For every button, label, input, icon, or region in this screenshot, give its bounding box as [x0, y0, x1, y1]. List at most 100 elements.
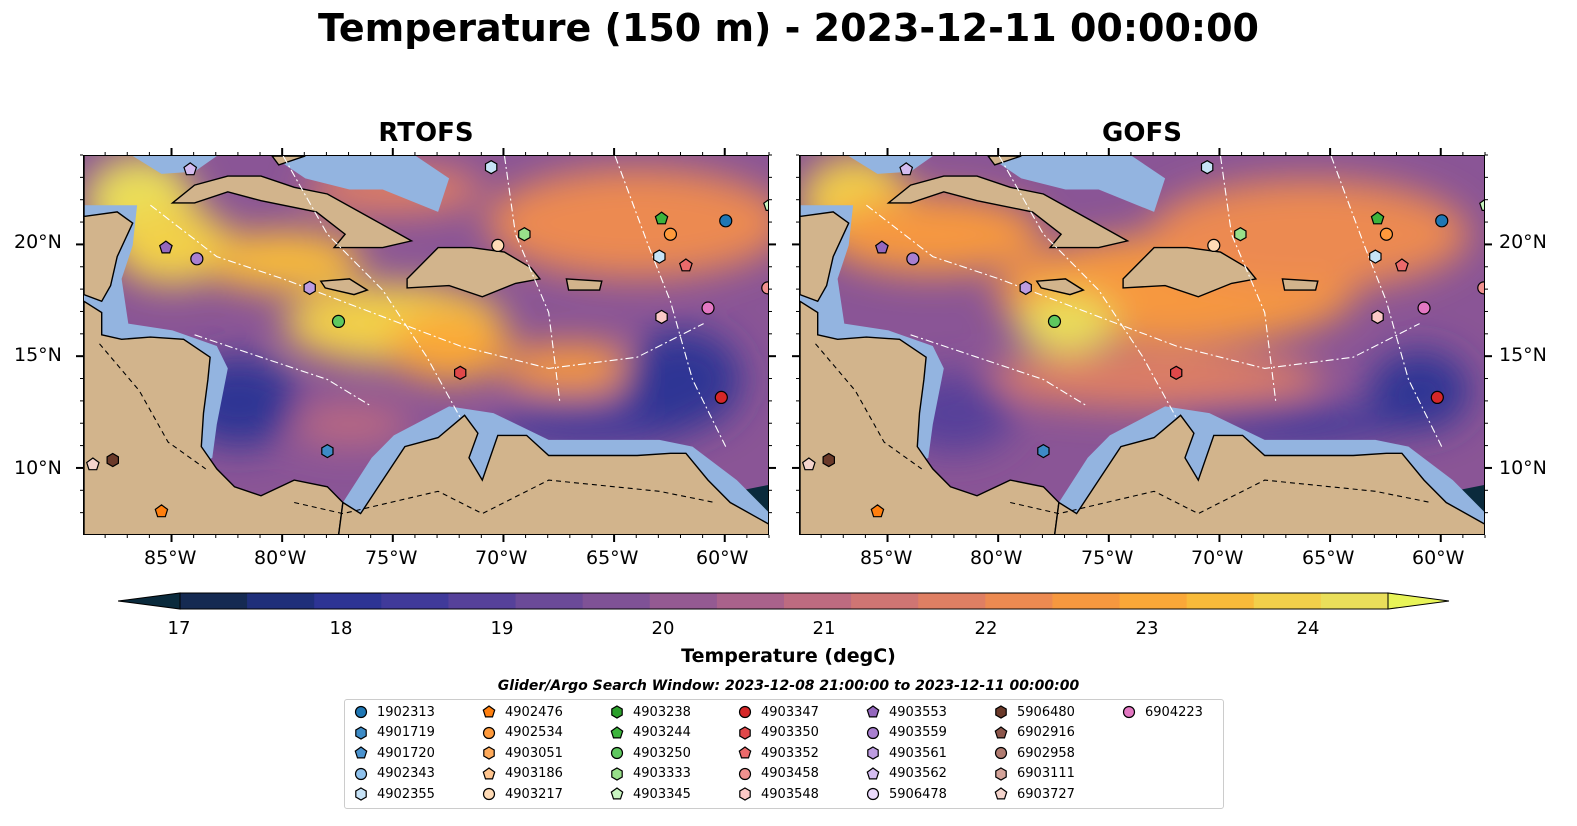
- colorbar-tick: 23: [1135, 618, 1159, 639]
- land-mass: [1054, 414, 1484, 534]
- colorbar-segment: [716, 593, 785, 609]
- country-border: [815, 343, 923, 470]
- legend-item-label: 4902343: [377, 766, 435, 782]
- legend-item-label: 6903111: [1017, 766, 1075, 782]
- float-marker: [1019, 280, 1032, 296]
- land-mass: [1281, 278, 1319, 291]
- legend-item: 4903217: [481, 786, 563, 802]
- float-marker: [1379, 227, 1394, 241]
- legend-item: 1902313: [353, 704, 435, 720]
- colorbar-segment: [1253, 593, 1322, 609]
- eez-boundary: [866, 204, 1420, 369]
- legend-item: 4903561: [865, 745, 947, 761]
- float-marker: [822, 452, 836, 468]
- float-marker: [719, 214, 733, 228]
- colorbar-label: Temperature (degC): [681, 645, 896, 667]
- colorbar-segment: [314, 593, 382, 609]
- eez-boundary: [910, 334, 1088, 407]
- float-marker: [763, 199, 768, 212]
- colorbar-tick: 24: [1296, 618, 1320, 639]
- legend-item-label: 4902534: [505, 725, 563, 741]
- legend-marker: [739, 725, 751, 740]
- hexagon-marker-icon: [611, 705, 623, 719]
- float-marker: [331, 314, 346, 329]
- country-border: [294, 479, 715, 515]
- map-panel-rtofs: [83, 155, 769, 535]
- hexagon-marker-icon: [995, 767, 1007, 781]
- land-mass: [319, 278, 369, 296]
- temperature-patch: [822, 194, 1043, 275]
- legend-item-label: 4903186: [505, 766, 563, 782]
- hexagon-marker-icon: [739, 787, 751, 802]
- eez-boundary: [998, 156, 1177, 418]
- legend-marker: [482, 767, 496, 780]
- colorbar-gradient: [117, 592, 1450, 610]
- float-marker: [518, 227, 531, 242]
- temperature-patch: [289, 404, 410, 445]
- hexagon-marker-icon: [611, 767, 623, 781]
- legend-marker: [354, 705, 368, 719]
- temperature-patch: [389, 311, 510, 381]
- hexagon-marker-icon: [995, 705, 1007, 719]
- float-marker: [1477, 281, 1484, 295]
- y-tick-label: 15°N: [14, 344, 62, 366]
- land-mass: [800, 156, 850, 303]
- float-marker: [1370, 211, 1385, 225]
- legend-item-label: 4903333: [633, 766, 691, 782]
- legend-marker: [866, 726, 880, 739]
- figure-title: Temperature (150 m) - 2023-12-11 00:00:0…: [317, 6, 1259, 50]
- circle-marker-icon: [994, 747, 1008, 760]
- legend-marker: [866, 767, 880, 780]
- x-tick-label: 75°W: [365, 547, 418, 569]
- float-marker: [1170, 365, 1183, 380]
- colorbar-tick: 17: [167, 618, 191, 639]
- legend-item-label: 4901720: [377, 745, 435, 761]
- legend-item: 4903333: [609, 766, 691, 782]
- legend-item-label: 4903458: [761, 766, 819, 782]
- temperature-field: [800, 156, 1470, 454]
- colorbar-frame: [179, 592, 1389, 610]
- legend-item: 4903352: [737, 745, 819, 761]
- y-tick-label: 20°N: [14, 231, 62, 253]
- legend-item: 4903458: [737, 766, 819, 782]
- x-tick-label: 80°W: [254, 547, 307, 569]
- legend-item: 6903727: [993, 786, 1075, 802]
- pentagon-marker-icon: [610, 725, 624, 739]
- legend-item: 6903111: [993, 766, 1075, 782]
- float-marker: [906, 252, 920, 266]
- temperature-patch: [203, 231, 364, 292]
- legend-item-label: 6902958: [1017, 745, 1075, 761]
- pentagon-marker-icon: [482, 767, 496, 780]
- colorbar-segment: [1052, 593, 1121, 609]
- colorbar-segment: [1186, 593, 1255, 609]
- circle-marker-icon: [866, 726, 880, 739]
- legend-marker: [738, 746, 752, 759]
- legend-item-label: 1902313: [377, 704, 435, 720]
- float-marker: [1435, 214, 1449, 228]
- float-marker: [870, 504, 885, 518]
- land-mass: [886, 175, 1130, 249]
- legend-item-label: 4903345: [633, 786, 691, 802]
- colorbar-extend-min: [117, 592, 181, 610]
- float-marker: [484, 160, 498, 175]
- x-tick-label: 85°W: [144, 547, 197, 569]
- legend-marker: [611, 705, 623, 719]
- legend-item: 5906478: [865, 786, 947, 802]
- legend-item: 4903562: [865, 766, 947, 782]
- legend-item-label: 5906478: [889, 786, 947, 802]
- legend-marker: [739, 787, 751, 802]
- legend-item: 4903548: [737, 786, 819, 802]
- land-mass: [271, 156, 306, 166]
- legend-marker: [994, 747, 1008, 760]
- circle-marker-icon: [610, 747, 624, 760]
- shelf-mask: [988, 156, 1166, 212]
- legend-item-label: 4903562: [889, 766, 947, 782]
- float-marker: [454, 365, 467, 380]
- colorbar-tick: 20: [651, 618, 675, 639]
- pentagon-marker-icon: [482, 705, 496, 718]
- legend-item: 4902476: [481, 704, 563, 720]
- legend-marker: [866, 788, 880, 801]
- float-marker: [321, 443, 334, 459]
- eez-boundary: [150, 204, 704, 369]
- legend-item: 4903238: [609, 704, 691, 720]
